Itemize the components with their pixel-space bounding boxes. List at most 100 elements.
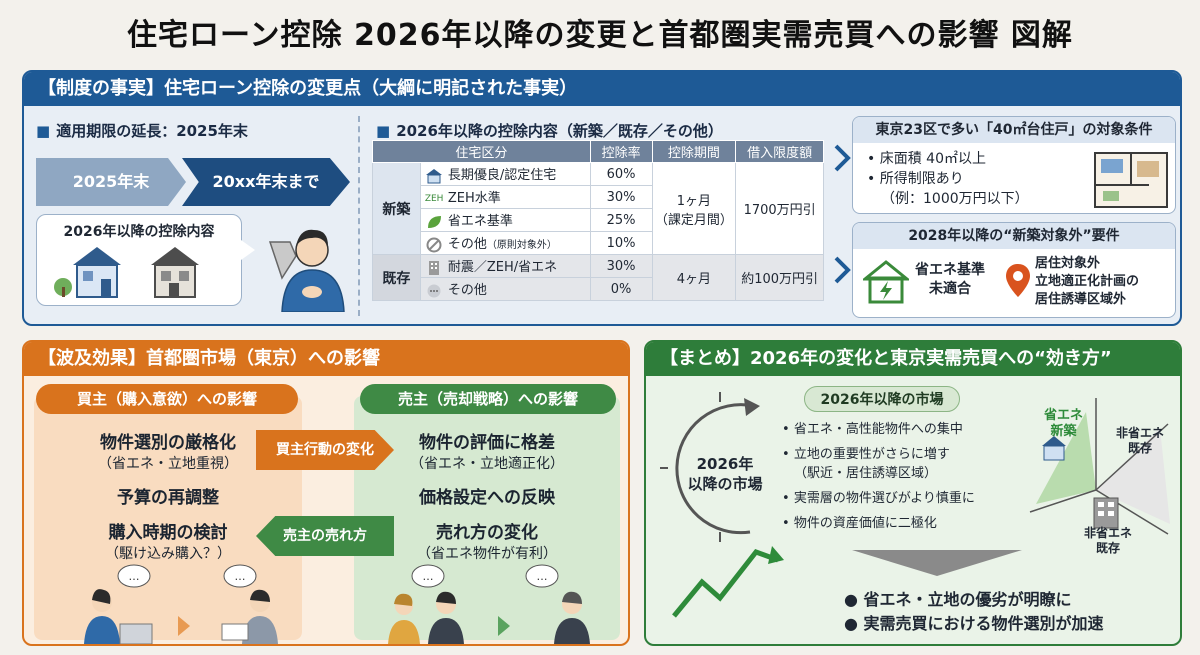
req-label: 未適合 [929,281,971,297]
clock-growth-illustration [660,392,784,618]
new-period-cell: 1ヶ月 （課定月間） [651,162,737,255]
quad-label-eco-new: 省エネ 新築 [1044,408,1084,439]
buyer-pill: 買主（購入意欲）への影響 [36,384,298,414]
buyer-behavior-arrow: 買主行動の変化 [256,430,394,470]
quadrant-diagram [1029,398,1170,535]
tokyo-conditions-box: 東京23区で多い「40㎡台住戸」の対象条件 • 床面積 40㎡以上 • 所得制限… [852,116,1176,214]
new-limit-cell: 1700万円引 [735,162,824,255]
summary-panel: 【まとめ】2026年の変化と東京実需売買への“効き方” 2026年 以降の市場 … [644,340,1182,646]
req-label: 居住誘導区域外 [1035,292,1127,307]
bubble-tail [241,240,255,260]
seller-points: 物件の評価に格差 （省エネ・立地適正化） 価格設定への反映 売れ方の変化 （省エ… [358,428,616,563]
prohibited-icon [426,237,442,253]
table-cell: その他（原則対象外） [419,231,591,255]
deadline-extended-arrow: 20xx年末まで [182,158,350,206]
table-cell: ZEH ZEH水準 [419,185,591,209]
table-row: ZEH ZEH水準 30% [373,185,824,209]
person-thinking-icon [268,229,345,312]
flow-chevrons [834,144,851,284]
speech-dots: … [129,570,140,583]
existing-group-label: 既存 [372,254,421,301]
col-header: 控除期間 [651,140,737,163]
deadline-2025-arrow: 2025年末 [36,158,186,206]
market-point-note: （駅近・居住誘導区域） [794,466,938,481]
bubble-title: 2026年以降の控除内容 [63,224,215,240]
circle-label: 2026年 以降の市場 [687,455,763,493]
eco-house-icon [863,260,909,304]
market-point: • 省エネ・高性能物件への集中 [782,422,963,437]
buyer-points: 物件選別の厳格化 （省エネ・立地重視） 予算の再調整 購入時期の検討 （駆け込み… [38,428,298,563]
col-header: 控除率 [589,140,653,163]
ripple-effect-panel: 【波及効果】首都圏市場（東京）への影響 買主（購入意欲）への影響 売主（売却戦略… [22,340,630,646]
building-icon [428,260,439,275]
2028-requirements-box: 2028年以降の“新築対象外”要件 省エネ基準 未適合 居住対象外 立地適正化計… [852,222,1176,318]
table-cell: 耐震／ZEH/省エネ [419,254,591,278]
sellers-illustration: … … [388,564,590,644]
req-label: 居住対象外 [1035,256,1101,271]
seller-point: 物件の評価に格差 [419,433,555,453]
table-cell: 60% [589,162,653,186]
col-header: 住宅区分 [372,140,591,163]
req-label: 立地適正化計画の [1035,274,1140,289]
existing-limit-cell: 約100万円引 [735,254,824,301]
conclusion-item: ● 実需売買における物件選別が加速 [844,614,1104,633]
seller-pill: 売主（売却戦略）への影響 [360,384,616,414]
buyer-point: 物件選別の厳格化 [100,433,236,453]
market-point: • 実需層の物件選びがより慎重に [782,491,975,506]
floorplan-icon [1094,152,1168,208]
quad-label-noneco-existing-2: 非省エネ 既存 [1084,526,1133,555]
system-facts-panel: 【制度の事実】住宅ローン控除の変更点（大綱に明記された事実） 適用期限の延長：2… [22,70,1182,326]
seller-point: 価格設定への反映 [419,488,555,508]
table-row: 新築 長期優良/認定住宅 60% 1ヶ月 （課定月間） 1700万円引 [372,162,824,255]
table-cell: 30% [589,185,653,209]
buyer-point: 購入時期の検討 [108,523,228,543]
table-cell: 0% [589,277,653,301]
condition-item: • 床面積 40㎡以上 [867,151,986,167]
condition-item: （例：1000万円以下） [881,191,1029,207]
deduction-table: 住宅区分 控除率 控除期間 借入限度額 新築 長期優良/認定住宅 60% 1ヶ月… [372,140,824,301]
buyer-point: 予算の再調整 [117,488,219,508]
table-header-row: 住宅区分 控除率 控除期間 借入限度額 [372,140,824,163]
buyers-illustration: … … [84,564,278,644]
house-icon [425,168,442,184]
seller-sales-arrow: 売主の売れ方 [256,516,394,556]
table-cell: その他 [419,277,591,301]
system-facts-header: 【制度の事実】住宅ローン控除の変更点（大綱に明記された事実） [24,72,1180,106]
seller-point: 売れ方の変化 [436,523,538,543]
down-arrow [852,550,1022,576]
zeh-icon: ZEH [424,193,444,204]
table-row: その他（原則対象外） 10% [373,231,824,255]
houses-icon [54,247,199,298]
table-cell: 長期優良/認定住宅 [419,162,591,186]
table-row: 省エネ基準 25% [373,208,824,232]
market-point: • 立地の重要性がさらに増す [782,447,950,462]
table-cell: 25% [589,208,653,232]
speech-dots: … [235,570,246,583]
table-cell: 省エネ基準 [419,208,591,232]
existing-period-cell: 4ヶ月 [651,254,737,301]
table-cell: 10% [589,231,653,255]
deduction-bubble: 2026年以降の控除内容 [36,214,242,306]
condition-item: • 所得制限あり [867,171,964,187]
conclusions: ● 省エネ・立地の優劣が明瞭に ● 実需売買における物件選別が加速 [844,588,1104,636]
ripple-effect-header: 【波及効果】首都圏市場（東京）への影響 [24,342,628,376]
new-group-label: 新築 [372,162,421,255]
2028-box-title: 2028年以降の“新築対象外”要件 [853,223,1175,249]
table-title: 2026年以降の控除内容（新築／既存／その他） [376,120,723,141]
table-cell: 30% [589,254,653,278]
conclusion-item: ● 省エネ・立地の優劣が明瞭に [844,590,1072,609]
extension-title: 適用期限の延長：2025年末 [36,120,248,141]
tokyo-box-title: 東京23区で多い「40㎡台住戸」の対象条件 [853,117,1175,143]
table-row: 既存 耐震／ZEH/省エネ 30% 4ヶ月 約100万円引 [372,254,824,301]
speech-dots: … [423,570,434,583]
section-divider [358,116,360,316]
table-row: その他 0% [373,277,824,301]
summary-header: 【まとめ】2026年の変化と東京実需売買への“効き方” [646,342,1180,376]
leaf-icon [427,215,441,228]
location-pin-icon [1006,264,1030,297]
quad-label-noneco-existing: 非省エネ 既存 [1116,426,1165,455]
page-title: 住宅ローン控除 2026年以降の変更と首都圏実需売買への影響 図解 [127,18,1073,53]
market-point: • 物件の資産価値に二極化 [782,516,937,531]
req-label: 省エネ基準 [915,262,985,278]
speech-dots: … [537,570,548,583]
